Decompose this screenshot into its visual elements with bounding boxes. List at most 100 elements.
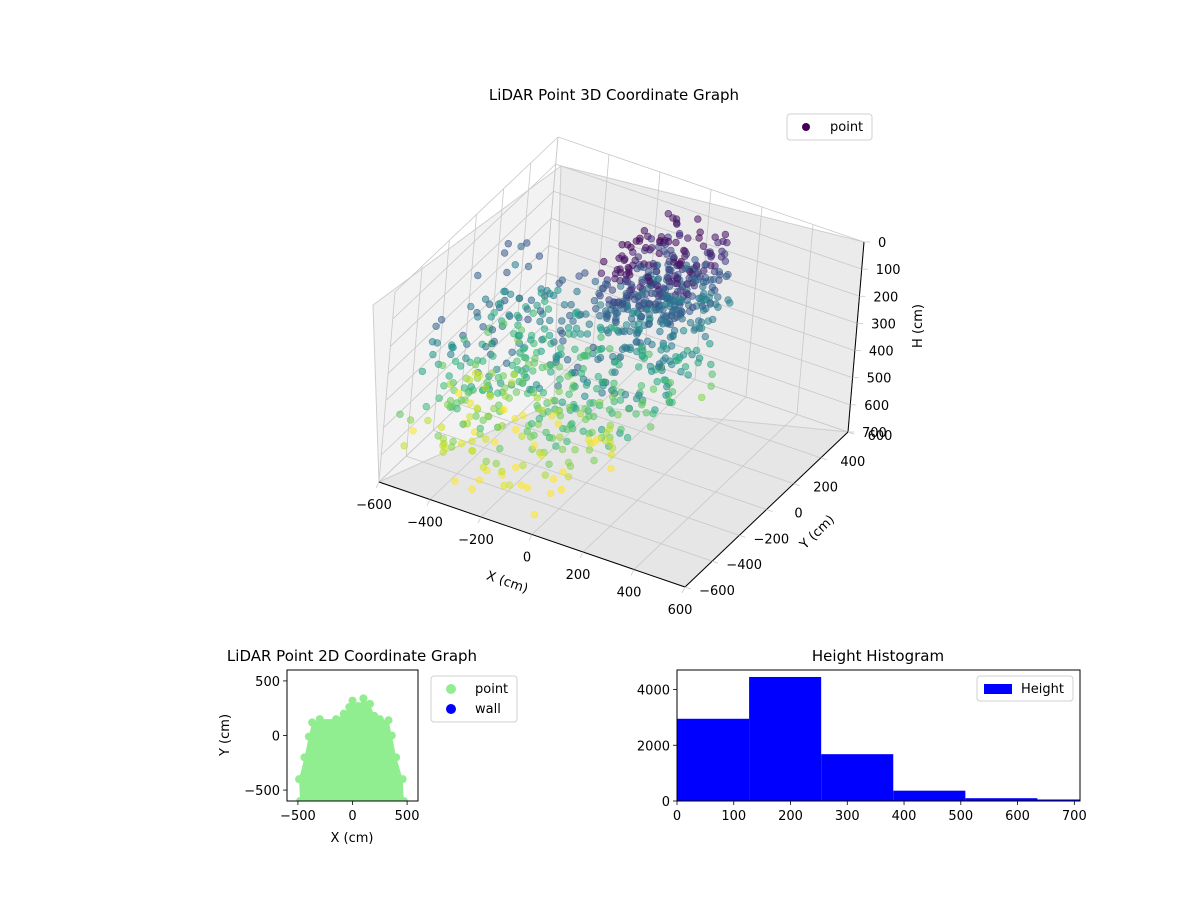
- data-point-3d: [688, 292, 696, 300]
- data-point-3d: [695, 354, 704, 362]
- data-point-3d: [535, 415, 543, 423]
- data-point-3d: [511, 414, 519, 423]
- data-point-3d: [500, 405, 508, 414]
- x-tick-label-3d: −600: [356, 498, 392, 513]
- legend-histogram-swatch: [984, 684, 1012, 694]
- data-point-3d: [665, 302, 674, 310]
- data-point-3d: [576, 353, 585, 361]
- grid-line: [460, 214, 477, 405]
- data-point-3d: [638, 398, 647, 407]
- data-point-3d: [576, 409, 585, 418]
- data-point-3d: [563, 437, 571, 446]
- data-point-2d: [304, 732, 313, 741]
- data-point-3d: [465, 376, 474, 384]
- legend-histogram: Height: [976, 675, 1074, 702]
- grid-line: [553, 190, 860, 297]
- data-point-3d: [471, 369, 480, 377]
- x-axis-label-3d: X (cm): [484, 569, 530, 597]
- data-point-3d: [549, 291, 558, 300]
- data-point-3d: [613, 298, 622, 307]
- data-point-3d: [671, 297, 679, 306]
- histogram-x-tick-label: 0: [673, 809, 681, 824]
- legend-2d-wall-label: wall: [475, 702, 501, 717]
- data-point-2d: [384, 716, 393, 725]
- data-point-3d: [621, 391, 630, 399]
- data-point-3d: [607, 451, 615, 459]
- legend-2d: point wall: [430, 675, 518, 723]
- data-point-3d: [616, 396, 625, 404]
- data-point-3d: [566, 462, 575, 470]
- data-point-2d: [308, 718, 317, 727]
- data-point-3d: [518, 432, 526, 440]
- data-point-3d: [638, 352, 646, 360]
- y-tick-label-3d: 600: [868, 429, 893, 444]
- data-point-3d: [526, 433, 535, 441]
- data-point-3d: [695, 324, 704, 332]
- data-point-3d: [494, 373, 503, 382]
- data-point-3d: [396, 410, 404, 418]
- data-point-3d: [570, 330, 578, 338]
- data-point-2d: [300, 753, 309, 762]
- x-tick-mark-3d: [375, 481, 380, 489]
- y-axis-label-3d: Y (cm): [797, 512, 838, 553]
- x-tick-label-3d: −200: [458, 533, 494, 548]
- data-point-3d: [694, 215, 702, 223]
- data-point-3d: [706, 340, 714, 348]
- z-tick-label-3d: 400: [869, 345, 894, 360]
- data-point-3d: [621, 343, 629, 351]
- data-point-3d: [607, 464, 615, 473]
- data-point-3d: [569, 317, 577, 325]
- data-point-3d: [710, 267, 719, 276]
- data-point-3d: [512, 463, 520, 472]
- x-tick-label-2d: 500: [395, 809, 420, 824]
- data-point-3d: [634, 309, 642, 318]
- data-point-3d: [429, 350, 437, 359]
- data-point-3d: [507, 379, 516, 387]
- data-point-3d: [716, 271, 724, 279]
- legend-3d: point: [786, 113, 873, 141]
- data-point-3d: [622, 271, 630, 279]
- point-cloud-edge-points: [295, 694, 408, 801]
- x-tick-label-3d: 200: [566, 568, 591, 583]
- data-point-3d: [682, 250, 691, 258]
- data-point-3d: [485, 300, 494, 308]
- data-point-3d: [428, 338, 437, 346]
- data-point-3d: [634, 363, 643, 371]
- data-point-3d: [709, 275, 718, 284]
- data-point-3d: [593, 385, 601, 393]
- data-point-3d: [530, 339, 538, 348]
- histogram-frame: [676, 669, 1081, 802]
- data-point-3d: [679, 327, 688, 335]
- data-point-3d: [589, 399, 597, 407]
- data-point-3d: [726, 299, 734, 307]
- data-point-3d: [556, 412, 565, 420]
- x-tick-label-3d: −400: [407, 516, 443, 531]
- data-point-2d: [295, 775, 304, 784]
- y-axis-label-2d: Y (cm): [218, 714, 233, 757]
- data-point-3d: [638, 276, 646, 284]
- data-point-3d: [535, 252, 544, 260]
- data-point-3d: [554, 286, 562, 294]
- data-point-3d: [656, 327, 664, 336]
- data-point-2d: [296, 797, 305, 801]
- data-point-3d: [622, 321, 631, 329]
- data-point-3d: [642, 409, 650, 417]
- histogram-x-tick-label: 500: [948, 809, 973, 824]
- data-point-3d: [708, 283, 717, 291]
- data-point-3d: [543, 399, 551, 407]
- data-point-3d: [645, 311, 653, 319]
- data-point-3d: [595, 398, 604, 407]
- y-tick-mark-3d: [793, 483, 800, 487]
- data-point-3d: [523, 305, 531, 313]
- data-point-3d: [447, 350, 455, 359]
- data-point-3d: [609, 352, 617, 361]
- data-point-3d: [642, 244, 650, 252]
- data-point-3d: [639, 263, 648, 271]
- data-point-3d: [583, 330, 592, 338]
- data-point-3d: [552, 353, 560, 361]
- data-point-3d: [623, 433, 632, 442]
- data-point-3d: [494, 389, 502, 397]
- data-point-3d: [529, 388, 538, 397]
- data-point-3d: [722, 272, 731, 281]
- data-point-3d: [571, 309, 580, 318]
